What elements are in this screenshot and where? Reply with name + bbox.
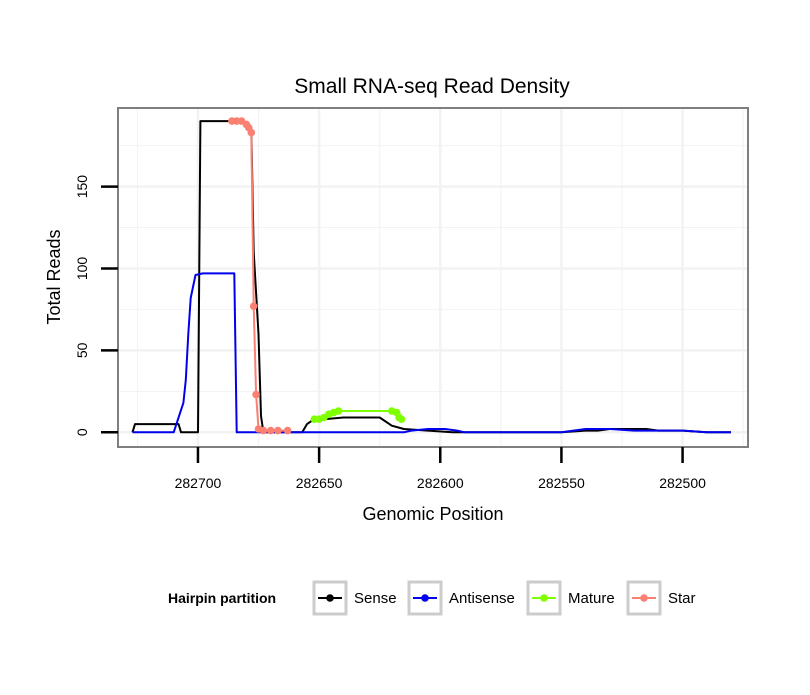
x-tick-label: 282700	[175, 475, 222, 491]
x-axis-label: Genomic Position	[362, 504, 503, 524]
data-point-star	[247, 128, 256, 137]
legend-point-star	[640, 594, 648, 602]
data-point-star	[266, 426, 275, 435]
x-tick-label: 282550	[538, 475, 585, 491]
plot-panel-border	[117, 107, 749, 448]
legend-label-sense: Sense	[354, 590, 397, 607]
plot-panel-background	[118, 108, 748, 447]
legend: Hairpin partition Sense Antisense Mature St…	[168, 580, 696, 616]
legend-title: Hairpin partition	[168, 590, 276, 606]
y-axis-label: Total Reads	[44, 229, 64, 324]
grid-lines	[118, 108, 748, 447]
data-point-mature	[397, 415, 406, 424]
data-point-mature	[334, 407, 343, 415]
x-tick-label: 282650	[296, 475, 343, 491]
data-point-star	[249, 302, 258, 311]
series-lines	[131, 117, 731, 435]
legend-point-mature	[540, 594, 548, 602]
legend-point-sense	[326, 594, 334, 602]
axes: 282700 282650 282600 282550 282500 0 50 100 150	[74, 175, 706, 491]
series-line-antisense	[132, 272, 731, 434]
x-tick-label: 282500	[659, 475, 706, 491]
data-point-star	[252, 390, 260, 399]
series-line-sense	[131, 120, 731, 434]
legend-label-antisense: Antisense	[449, 590, 515, 607]
y-tick-label: 100	[74, 257, 90, 281]
legend-label-mature: Mature	[568, 590, 615, 607]
data-point-star	[283, 426, 292, 435]
data-point-star	[259, 426, 268, 435]
x-tick-label: 282600	[417, 475, 464, 491]
y-tick-label: 150	[74, 175, 90, 199]
legend-label-star: Star	[668, 590, 696, 607]
y-tick-label: 50	[74, 342, 90, 358]
chart-title: Small RNA-seq Read Density	[294, 75, 570, 98]
data-point-star	[274, 426, 282, 435]
y-tick-label: 0	[74, 428, 90, 436]
legend-point-antisense	[421, 594, 429, 602]
